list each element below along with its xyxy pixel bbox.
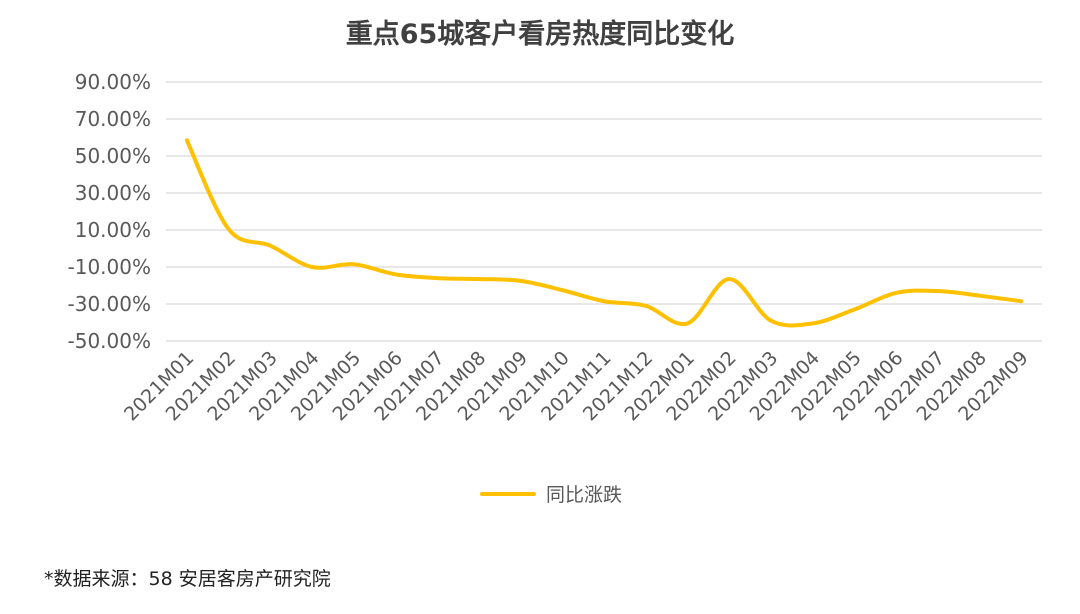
y-tick-label: 50.00%: [75, 144, 151, 168]
legend: 同比涨跌: [480, 480, 622, 507]
chart-title: 重点65城客户看房热度同比变化: [345, 19, 735, 50]
series-layer: [184, 138, 1024, 328]
legend-label: 同比涨跌: [546, 484, 623, 506]
series-line: [184, 138, 1024, 328]
y-tick-label: -30.00%: [68, 292, 151, 316]
gridlines: [166, 81, 1042, 342]
legend-swatch: [480, 491, 536, 496]
y-tick-label: -50.00%: [68, 329, 151, 353]
y-tick-label: 70.00%: [75, 107, 151, 131]
y-tick-label: 30.00%: [75, 181, 151, 205]
y-tick-label: 10.00%: [75, 218, 151, 242]
y-tick-label: -10.00%: [68, 255, 151, 279]
y-axis-tick-labels: 90.00% 70.00% 50.00% 30.00% 10.00% -10.00% -30…: [68, 70, 151, 353]
source-note: *数据来源：58 安居客房产研究院: [44, 568, 331, 590]
x-axis-tick-labels: 2021M012021M022021M032021M042021M052021M…: [120, 347, 1033, 425]
y-tick-label: 90.00%: [75, 70, 151, 94]
